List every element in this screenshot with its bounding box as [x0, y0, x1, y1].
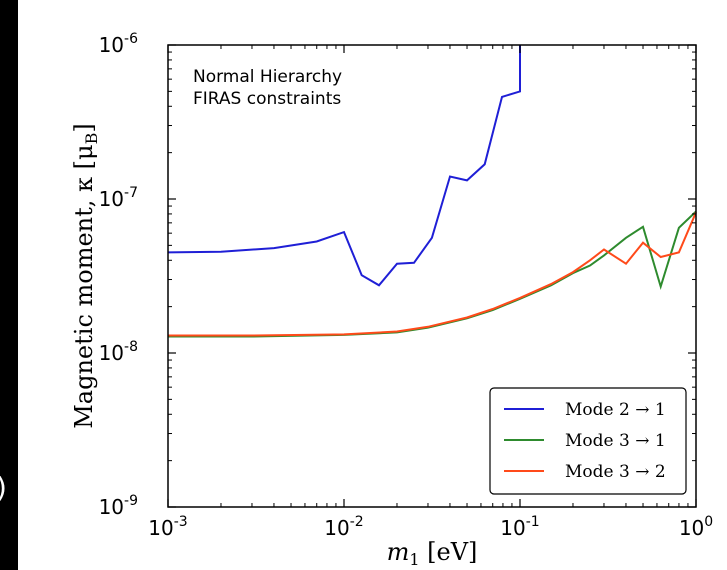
legend-label-1: Mode 2 → 1	[565, 400, 666, 420]
annotation-constraints: FIRAS constraints	[193, 89, 341, 109]
y-tick-label: 10-9	[99, 493, 138, 519]
edge-glyph: )	[0, 471, 7, 504]
legend-label-3: Mode 3 → 2	[565, 462, 666, 482]
x-tick-label: 10-1	[500, 514, 539, 540]
x-tick-label: 10-3	[148, 514, 187, 540]
y-tick-label: 10-7	[99, 185, 138, 211]
legend: Mode 2 → 1 Mode 3 → 1 Mode 3 → 2	[489, 387, 687, 495]
y-axis-label: Magnetic moment, κ [μB]	[70, 123, 101, 429]
legend-label-2: Mode 3 → 1	[565, 431, 666, 451]
annotation-hierarchy: Normal Hierarchy	[193, 67, 342, 87]
plot-frame	[167, 44, 697, 508]
series-layer	[167, 45, 697, 338]
series-line-3	[168, 211, 697, 337]
x-tick-label: 100	[679, 514, 713, 540]
y-tick-label: 10-6	[99, 31, 139, 57]
legend-box	[489, 387, 687, 495]
tick-layer: 10-3 10-2 10-1 100 10-9 10-8 10-7 10-6	[99, 31, 714, 540]
series-line-1	[167, 45, 521, 287]
x-tick-label: 10-2	[324, 514, 363, 540]
x-axis-label: m1 [eV]	[387, 538, 478, 569]
y-tick-label: 10-8	[99, 339, 138, 365]
